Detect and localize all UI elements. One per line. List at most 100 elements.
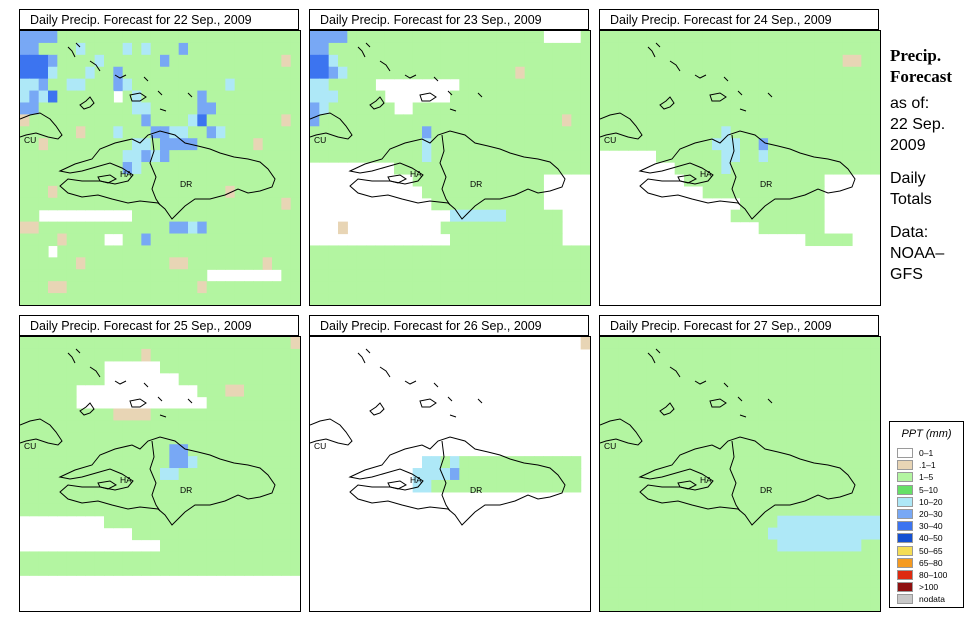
precip-cell [262, 150, 273, 163]
precip-cell [85, 31, 96, 44]
precip-cell [861, 66, 872, 80]
precip-cell [94, 197, 105, 211]
precip-cell [216, 468, 226, 481]
precip-cell [562, 479, 572, 493]
hispaniola-coast [638, 130, 856, 220]
precip-cell [234, 209, 245, 223]
precip-cell [777, 599, 788, 611]
precip-cell [178, 102, 189, 115]
precip-cell [150, 233, 161, 247]
precip-cell [824, 599, 834, 611]
precip-cell [684, 575, 694, 588]
precip-cell [749, 563, 760, 576]
precip-cell [600, 337, 610, 350]
precip-cell [684, 54, 694, 68]
precip-cell [160, 527, 170, 541]
precip-cell [431, 173, 442, 187]
precip-cell [188, 78, 198, 92]
precip-cell [712, 468, 722, 481]
precip-cell [244, 563, 254, 576]
precip-cell [20, 293, 30, 305]
precip-cell [805, 468, 816, 481]
precip-cell [169, 126, 180, 139]
precip-cell [234, 456, 245, 469]
map-label-ha: HA [410, 475, 422, 485]
precip-cell [768, 197, 778, 211]
precip-cell [262, 209, 273, 223]
precip-cell [66, 396, 77, 410]
precip-cell [468, 479, 479, 493]
precip-cell [777, 491, 788, 505]
precip-cell [571, 54, 582, 68]
precip-cell [76, 126, 86, 139]
precip-cell [740, 348, 750, 362]
precip-cell [178, 42, 189, 56]
map-label-ha: HA [700, 475, 712, 485]
precip-cell [833, 479, 844, 493]
precip-cell [178, 269, 189, 282]
precip-cell [524, 245, 535, 258]
precip-cell [122, 551, 133, 564]
precip-cell [216, 257, 226, 270]
precip-cell [646, 348, 657, 362]
precip-cell [178, 491, 189, 505]
precip-cell [272, 54, 282, 68]
precip-cell [328, 126, 339, 139]
precip-cell [805, 396, 816, 410]
precip-cell [347, 78, 358, 92]
precip-cell [824, 432, 834, 445]
precip-cell [113, 173, 124, 187]
precip-cell [552, 479, 563, 493]
precip-cell [290, 563, 300, 576]
coastlines [310, 42, 566, 220]
precip-cell [225, 173, 236, 187]
precip-cell [702, 408, 713, 421]
precip-cell [94, 54, 105, 68]
precip-cell [94, 138, 105, 151]
precip-cell [253, 348, 264, 362]
precip-cell [290, 420, 300, 433]
precip-cell [225, 468, 236, 481]
precip-cell [319, 90, 330, 104]
precip-cell [721, 173, 732, 187]
precip-cell [796, 575, 806, 588]
precip-cell [440, 102, 451, 115]
precip-cell [730, 408, 741, 421]
precip-cell [824, 372, 834, 386]
precip-cell [347, 102, 358, 115]
precip-cell [132, 515, 142, 529]
precip-cell [730, 479, 741, 493]
precip-cell [842, 78, 853, 92]
precip-cell [169, 90, 180, 104]
precip-cell [468, 221, 479, 235]
precip-cell [777, 587, 788, 600]
precip-cell [422, 150, 432, 163]
precip-cell [665, 539, 676, 553]
precip-cell [684, 456, 694, 469]
precip-cell [721, 150, 732, 163]
precip-cell [534, 31, 544, 44]
precip-cell [749, 90, 760, 104]
precip-cell [758, 185, 769, 199]
precip-cell [842, 372, 853, 386]
precip-cell [656, 337, 666, 350]
precip-cell [478, 78, 488, 92]
side-text-line: NOAA– [890, 245, 945, 262]
precip-cell [48, 479, 58, 493]
precip-cell [796, 173, 806, 187]
precip-cell [244, 221, 254, 235]
precip-cell [534, 102, 544, 115]
precip-cell [94, 337, 105, 350]
precip-cell [197, 66, 208, 80]
precip-cell [609, 78, 620, 92]
precip-cell [38, 138, 49, 151]
precip-cell [740, 162, 750, 175]
precip-cell [169, 539, 180, 553]
precip-cell [506, 162, 516, 175]
precip-cell [842, 479, 853, 493]
precip-cell [450, 173, 460, 187]
precip-cell [328, 114, 339, 127]
precip-cell [169, 257, 180, 270]
precip-cell [394, 31, 404, 44]
precip-cell [730, 515, 741, 529]
